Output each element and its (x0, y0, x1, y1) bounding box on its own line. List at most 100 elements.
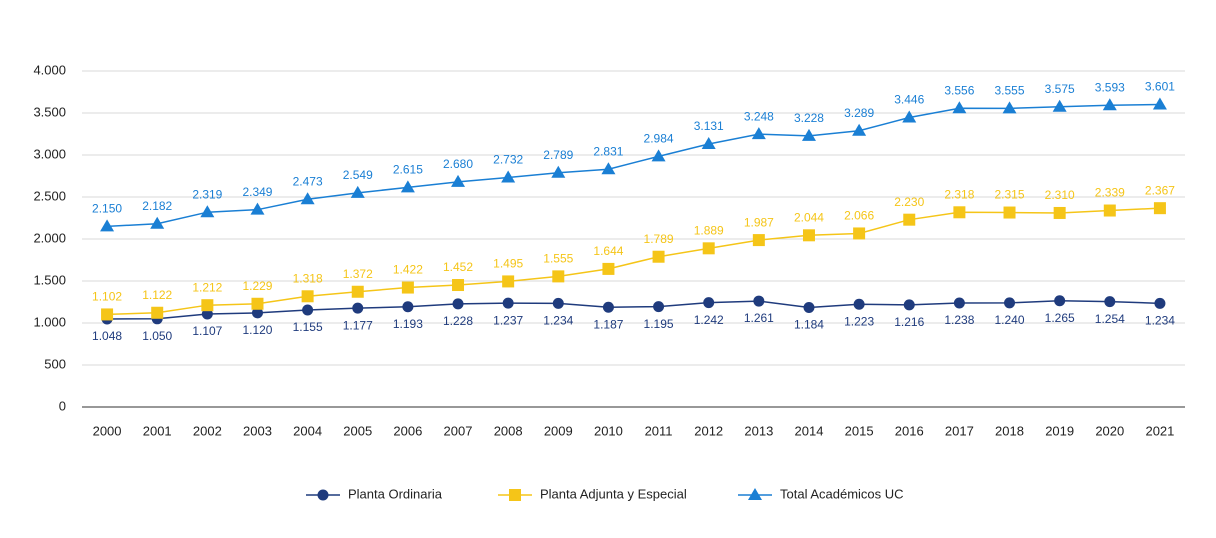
x-tick-label: 2008 (494, 423, 523, 438)
data-label: 2.549 (343, 168, 373, 182)
marker (251, 297, 264, 310)
data-label: 1.102 (92, 290, 122, 304)
legend-label: Planta Ordinaria (348, 486, 443, 501)
data-label: 2.310 (1045, 188, 1075, 202)
data-label: 2.318 (944, 187, 974, 201)
y-tick-label: 3.500 (33, 104, 66, 119)
marker (201, 308, 213, 320)
marker (100, 219, 115, 232)
marker (1102, 98, 1117, 111)
y-tick-label: 1.500 (33, 272, 66, 287)
data-label: 1.216 (894, 315, 924, 329)
marker (903, 299, 915, 311)
data-label: 3.289 (844, 106, 874, 120)
data-label: 2.367 (1145, 183, 1175, 197)
marker (1004, 297, 1016, 309)
data-label: 3.228 (794, 111, 824, 125)
marker (702, 242, 715, 255)
marker (300, 192, 315, 205)
marker (151, 306, 164, 319)
data-label: 2.831 (593, 144, 623, 158)
data-label: 1.120 (242, 323, 272, 337)
data-label: 2.984 (644, 132, 674, 146)
legend-label: Planta Adjunta y Especial (540, 486, 687, 501)
data-label: 1.789 (644, 232, 674, 246)
marker (1103, 204, 1116, 217)
marker (1003, 206, 1016, 219)
marker (302, 304, 314, 316)
data-label: 1.452 (443, 260, 473, 274)
marker (201, 299, 214, 312)
marker (552, 270, 565, 283)
x-tick-label: 2019 (1045, 423, 1074, 438)
marker (903, 213, 916, 226)
marker (652, 250, 665, 263)
data-label: 2.150 (92, 202, 122, 216)
y-tick-label: 1.000 (33, 314, 66, 329)
marker (400, 180, 415, 193)
y-tick-label: 500 (44, 356, 66, 371)
marker (401, 281, 414, 294)
x-tick-label: 2018 (995, 423, 1024, 438)
marker (1153, 202, 1166, 215)
data-label: 1.195 (644, 317, 674, 331)
marker (902, 110, 917, 123)
x-tick-label: 2006 (393, 423, 422, 438)
marker (602, 301, 614, 313)
data-label: 3.593 (1095, 80, 1125, 94)
data-label: 3.556 (944, 83, 974, 97)
data-label: 1.184 (794, 318, 824, 332)
data-label: 1.238 (944, 313, 974, 327)
data-label: 1.155 (293, 320, 323, 334)
marker (452, 279, 465, 292)
x-tick-label: 2015 (845, 423, 874, 438)
data-label: 3.446 (894, 93, 924, 107)
data-label: 2.044 (794, 210, 824, 224)
x-tick-label: 2013 (744, 423, 773, 438)
marker (1154, 297, 1166, 309)
marker (251, 307, 263, 319)
data-label: 1.187 (593, 317, 623, 331)
marker (1002, 101, 1017, 114)
x-tick-label: 2004 (293, 423, 322, 438)
series-line (107, 207, 1160, 316)
marker (301, 290, 314, 303)
marker (509, 489, 521, 501)
marker (250, 202, 265, 215)
data-label: 3.131 (694, 119, 724, 133)
data-label: 2.473 (293, 174, 323, 188)
marker (502, 275, 515, 288)
y-tick-label: 2.500 (33, 188, 66, 203)
data-label: 3.601 (1145, 80, 1175, 94)
marker (651, 149, 666, 162)
x-tick-label: 2016 (895, 423, 924, 438)
x-tick-label: 2007 (444, 423, 473, 438)
marker (552, 297, 564, 309)
marker (1054, 295, 1066, 307)
x-tick-label: 2011 (645, 423, 673, 438)
data-label: 1.318 (293, 271, 323, 285)
x-tick-label: 2010 (594, 423, 623, 438)
marker (701, 136, 716, 149)
data-label: 1.050 (142, 329, 172, 343)
marker (150, 216, 165, 229)
data-label: 1.193 (393, 317, 423, 331)
marker (1104, 296, 1116, 308)
y-tick-label: 0 (59, 398, 66, 413)
marker (801, 128, 816, 141)
data-label: 1.177 (343, 318, 373, 332)
x-tick-label: 2020 (1095, 423, 1124, 438)
data-label: 1.048 (92, 329, 122, 343)
data-label: 1.372 (343, 267, 373, 281)
data-label: 1.234 (1145, 314, 1175, 328)
data-label: 1.422 (393, 263, 423, 277)
data-label: 1.212 (192, 280, 222, 294)
marker (953, 297, 965, 309)
data-label: 1.555 (543, 252, 573, 266)
data-label: 2.319 (192, 187, 222, 201)
data-label: 2.182 (142, 199, 172, 213)
marker (853, 298, 865, 310)
marker (752, 234, 765, 247)
x-tick-label: 2003 (243, 423, 272, 438)
